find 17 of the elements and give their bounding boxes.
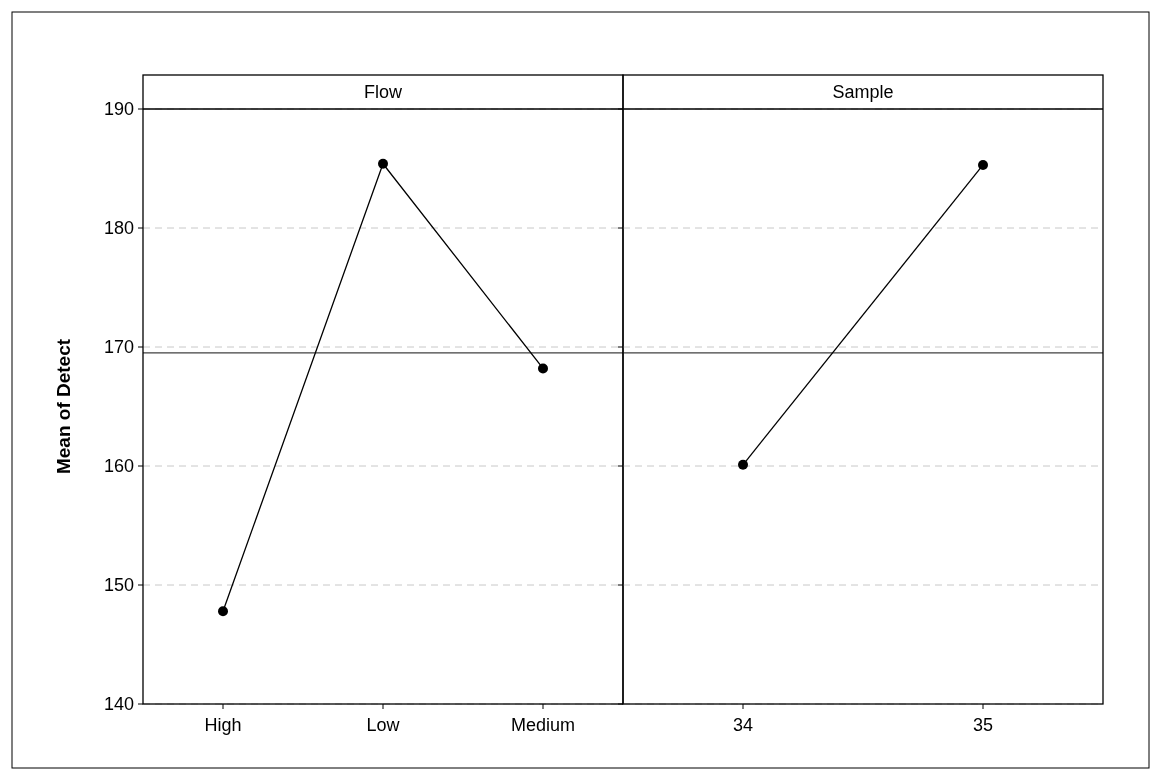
x-tick-label: Low — [366, 715, 401, 735]
chart-title: Sample — [832, 82, 894, 103]
point — [378, 158, 388, 169]
x-tick-label: 34 — [732, 715, 754, 735]
y-tick-label: 180 — [103, 218, 134, 239]
y-tick-label: 190 — [103, 99, 134, 120]
y-tick-label: 170 — [103, 337, 134, 358]
y-tick-label: 150 — [103, 575, 134, 596]
y-tick-label: 160 — [103, 456, 134, 477]
x-tick-label: 35 — [972, 715, 994, 735]
chart-title: Flow — [363, 82, 403, 103]
y-tick-label: 140 — [103, 694, 134, 715]
x-tick-label: Medium — [510, 715, 576, 735]
y-axis-title: Mean of Detect — [53, 338, 74, 475]
point — [218, 606, 228, 617]
x-tick-label: High — [204, 715, 242, 735]
point — [538, 363, 548, 374]
